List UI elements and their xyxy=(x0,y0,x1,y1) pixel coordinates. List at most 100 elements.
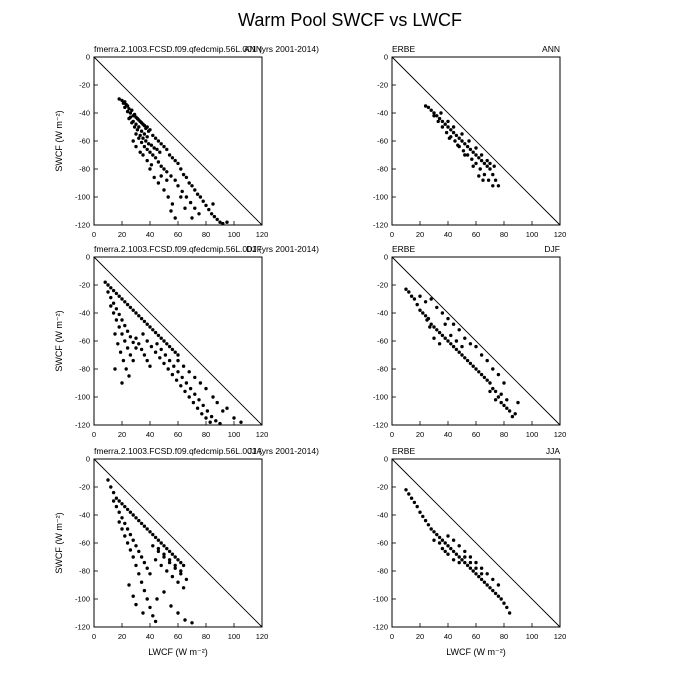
data-point xyxy=(507,611,512,615)
y-tick-label: 0 xyxy=(86,253,90,262)
data-point xyxy=(142,353,147,357)
data-point xyxy=(440,311,445,315)
data-point xyxy=(437,541,442,545)
data-point xyxy=(131,139,135,143)
data-point xyxy=(446,534,450,538)
data-point xyxy=(496,184,501,188)
data-point xyxy=(477,370,481,374)
data-point xyxy=(468,560,473,565)
data-point xyxy=(137,125,141,129)
data-point xyxy=(454,552,459,556)
y-axis-label: SWCF (W m⁻²) xyxy=(54,512,64,573)
data-point xyxy=(159,164,163,168)
data-point xyxy=(437,342,442,346)
data-point xyxy=(128,305,133,310)
data-point xyxy=(173,350,177,354)
data-point xyxy=(486,178,491,182)
data-point xyxy=(457,136,461,140)
data-point xyxy=(123,300,127,304)
data-point xyxy=(131,538,135,542)
data-point xyxy=(125,109,130,114)
data-point xyxy=(207,207,211,212)
data-point xyxy=(139,580,144,584)
data-point xyxy=(468,361,473,366)
data-point xyxy=(443,541,447,545)
data-point xyxy=(432,530,436,534)
data-point xyxy=(103,280,107,284)
data-point xyxy=(225,406,229,410)
data-point xyxy=(496,372,501,377)
data-point xyxy=(200,412,204,416)
data-point xyxy=(125,329,130,333)
panel-source-label: fmerra.2.1003.FCSD.f09.qfedcmip.56L.001 … xyxy=(94,44,319,54)
data-point xyxy=(123,323,127,328)
data-point xyxy=(106,290,110,294)
x-tick-label: 100 xyxy=(526,632,539,641)
data-point xyxy=(170,552,175,556)
data-point xyxy=(510,414,515,419)
reference-line xyxy=(93,256,263,426)
y-tick-label: -100 xyxy=(373,393,388,402)
data-point xyxy=(109,304,113,308)
x-tick-label: 0 xyxy=(390,230,394,239)
data-point xyxy=(128,548,133,552)
data-point xyxy=(176,558,180,562)
data-point xyxy=(465,144,470,149)
data-point xyxy=(423,104,428,108)
data-point xyxy=(172,364,176,368)
data-point xyxy=(176,358,180,363)
data-point xyxy=(156,333,161,338)
data-point xyxy=(482,172,487,177)
data-point xyxy=(156,549,161,554)
data-point xyxy=(195,192,200,196)
data-point xyxy=(151,153,155,157)
data-point xyxy=(446,125,450,129)
data-point xyxy=(460,353,464,357)
data-point xyxy=(148,150,152,154)
data-point xyxy=(124,102,128,107)
data-point xyxy=(180,189,184,194)
data-point xyxy=(435,114,439,118)
data-point xyxy=(106,478,110,482)
data-point xyxy=(432,538,436,542)
data-point xyxy=(449,342,453,346)
data-point xyxy=(153,558,158,562)
data-point xyxy=(165,546,169,551)
y-tick-label: -120 xyxy=(373,623,388,632)
data-point xyxy=(162,555,166,559)
data-point xyxy=(114,307,119,311)
data-point xyxy=(187,370,191,374)
data-point xyxy=(162,167,166,171)
y-tick-label: 0 xyxy=(86,455,90,464)
y-tick-label: 0 xyxy=(384,455,388,464)
data-point xyxy=(176,353,180,357)
data-point xyxy=(120,318,124,322)
data-point xyxy=(197,212,201,216)
data-point xyxy=(468,566,473,570)
data-point xyxy=(162,188,166,192)
data-point xyxy=(474,572,478,576)
data-point xyxy=(146,129,151,133)
data-point xyxy=(485,583,489,587)
x-tick-label: 40 xyxy=(146,632,154,641)
data-point xyxy=(204,386,208,391)
y-tick-label: -80 xyxy=(79,165,90,174)
data-point xyxy=(134,336,138,340)
data-point xyxy=(144,126,148,131)
panel-4: 0 20 40 60 80 100 120 0 -20 -40 -60 -80 -100 -120 ERBE… xyxy=(373,244,566,439)
data-point xyxy=(463,153,467,157)
data-point xyxy=(137,572,141,576)
data-point xyxy=(496,395,501,399)
data-point xyxy=(142,588,147,593)
data-point xyxy=(141,332,145,336)
data-point xyxy=(225,220,229,224)
data-point xyxy=(139,555,144,559)
panel-season-label: JJA xyxy=(546,446,561,456)
data-point xyxy=(117,294,121,298)
data-point xyxy=(134,144,138,149)
data-point xyxy=(170,372,175,377)
y-tick-label: -20 xyxy=(79,483,90,492)
data-point xyxy=(221,221,225,226)
data-point xyxy=(425,318,429,322)
